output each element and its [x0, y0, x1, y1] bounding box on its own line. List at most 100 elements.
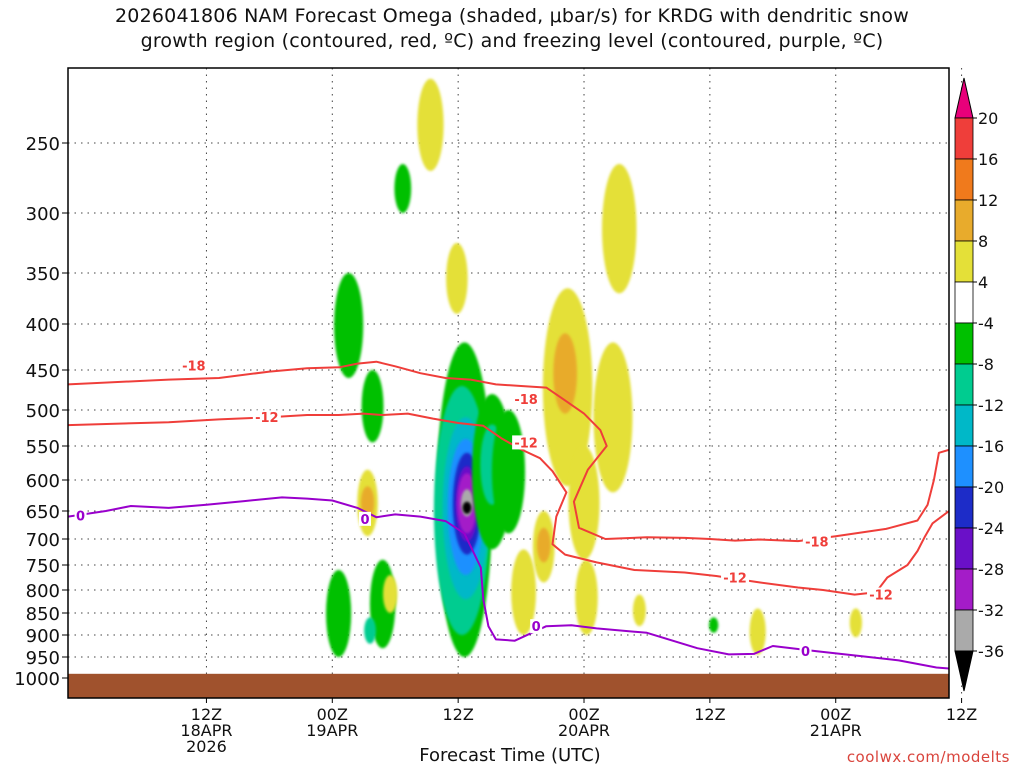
y-tick-label: 700	[26, 530, 60, 551]
contour-label-bg	[252, 410, 281, 425]
contour-label-bg	[359, 511, 372, 526]
omega-cell	[602, 164, 637, 294]
contour-label: -12	[255, 411, 279, 426]
x-tick-label: 18APR	[180, 721, 232, 740]
contour-label: 0	[801, 645, 810, 660]
y-tick-label: 550	[26, 437, 60, 458]
y-tick-label: 350	[26, 264, 60, 285]
contour-label: -12	[514, 436, 538, 451]
contour-line	[68, 412, 949, 596]
colorbar-label: 8	[978, 232, 988, 251]
x-tick-label: 12Z	[946, 705, 977, 724]
omega-cell	[334, 273, 364, 378]
y-tick-label: 600	[26, 471, 60, 492]
colorbar-segment	[954, 404, 974, 447]
colorbar-segment	[954, 609, 974, 652]
colorbar: 20 16 12 8 4 -4 -8 -12 -16 -20 -24 -28 -32 -36	[954, 77, 1004, 692]
omega-cell	[708, 617, 719, 633]
omega-cell	[364, 617, 376, 644]
omega-cell	[568, 446, 600, 560]
colorbar-label: -28	[978, 560, 1004, 579]
omega-cell	[361, 370, 384, 443]
contour-label: 0	[76, 509, 85, 524]
colorbar-segment	[954, 322, 974, 365]
omega-cell	[383, 575, 398, 613]
contour-label-bg	[74, 508, 87, 523]
contour-label: -18	[514, 393, 538, 408]
y-tick-label: 900	[26, 626, 60, 647]
colorbar-label: -24	[978, 519, 1004, 538]
omega-cell	[536, 527, 551, 563]
x-tick-label: 20APR	[558, 721, 610, 740]
colorbar-segment	[954, 363, 974, 406]
y-tick-label: 450	[26, 361, 60, 382]
x-tick-label: 12Z	[191, 705, 222, 724]
omega-cell	[462, 501, 472, 514]
x-tick-label: 2026	[186, 737, 227, 756]
contour-label-bg	[179, 358, 208, 373]
colorbar-label: -12	[978, 396, 1004, 415]
contour-label-bg	[512, 391, 541, 406]
colorbar-top-arrow	[954, 77, 974, 119]
contour-label: 0	[360, 513, 369, 528]
x-tick-label: 00Z	[568, 705, 599, 724]
contour-label: -12	[869, 589, 893, 604]
omega-cell	[749, 608, 766, 655]
omega-cell	[491, 410, 526, 534]
colorbar-label: 16	[978, 150, 998, 169]
omega-cell	[326, 570, 352, 657]
y-tick-label: 850	[26, 604, 60, 625]
contour-label: -12	[723, 572, 747, 587]
omega-cell	[593, 342, 633, 493]
plot-frame	[67, 67, 950, 699]
y-tick-label: 1000	[14, 669, 60, 690]
x-tick-label: 21APR	[810, 721, 862, 740]
contour-label-bg	[867, 587, 896, 602]
y-tick-label: 800	[26, 581, 60, 602]
x-tick-label: 00Z	[820, 705, 851, 724]
contour-label-bg	[512, 435, 541, 450]
colorbar-segment	[954, 240, 974, 283]
x-tick-label: 12Z	[694, 705, 725, 724]
chart-title-line-2: growth region (contoured, red, ºC) and f…	[140, 30, 884, 52]
omega-shading	[326, 78, 863, 657]
y-tick-label: 750	[26, 556, 60, 577]
y-tick-label: 650	[26, 502, 60, 523]
surface-terrain	[68, 673, 949, 698]
colorbar-label: -16	[978, 437, 1004, 456]
credit-text: coolwx.com/modelts	[846, 748, 1010, 766]
colorbar-label: -8	[978, 355, 994, 374]
omega-cell	[575, 559, 598, 636]
colorbar-label: -20	[978, 478, 1004, 497]
x-axis-label: Forecast Time (UTC)	[419, 745, 601, 766]
ground-surface	[68, 673, 949, 698]
contour-label-bg	[799, 643, 812, 658]
omega-cell	[553, 333, 577, 414]
colorbar-label: -4	[978, 314, 994, 333]
contour-label-bg	[530, 619, 543, 634]
colorbar-label: 4	[978, 273, 988, 292]
omega-cell	[417, 78, 444, 171]
contour-label-bg	[802, 534, 831, 549]
colorbar-segment	[954, 486, 974, 529]
contour-label-bg	[721, 570, 750, 585]
contour-label: -18	[182, 359, 206, 374]
colorbar-segment	[954, 199, 974, 242]
omega-cell	[511, 549, 537, 635]
colorbar-segment	[954, 527, 974, 570]
contour-line	[68, 496, 949, 670]
contour-label: -18	[805, 536, 829, 551]
colorbar-label: -36	[978, 642, 1004, 661]
colorbar-segment	[954, 281, 974, 324]
colorbar-segment	[954, 117, 974, 160]
omega-cell	[446, 243, 468, 314]
colorbar-bottom-arrow	[954, 650, 974, 692]
y-tick-label: 400	[26, 315, 60, 336]
omega-cell	[394, 164, 412, 213]
omega-cell	[632, 594, 646, 627]
colorbar-segment	[954, 568, 974, 611]
colorbar-label: -32	[978, 601, 1004, 620]
y-axis-ticks: 2503003504004505005506006507007508008509…	[14, 134, 68, 690]
